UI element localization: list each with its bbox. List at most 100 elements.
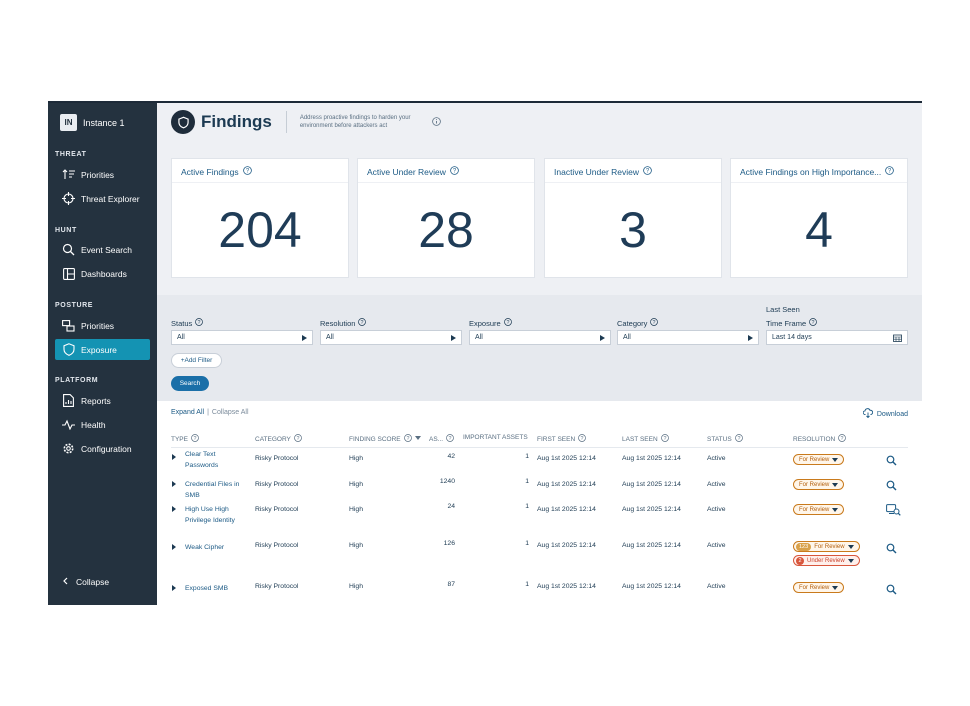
sidebar-item-exposure[interactable]: Exposure (55, 339, 150, 360)
pill-label: For Review (799, 584, 830, 591)
category-select[interactable]: All (617, 330, 759, 345)
time-frame-picker[interactable]: Last 14 days (766, 330, 908, 345)
expand-row-icon[interactable] (172, 454, 176, 460)
resolution-select[interactable]: All (320, 330, 462, 345)
identity-inspect-icon[interactable] (886, 503, 902, 516)
resolution-count-badge: 123 (796, 542, 812, 551)
resolution-dropdown[interactable]: 123 For Review (793, 541, 860, 552)
magnifier-icon[interactable] (886, 541, 899, 554)
info-icon[interactable] (432, 113, 441, 131)
card-inactive-under-review[interactable]: Inactive Under Review ? 3 (544, 158, 722, 278)
card-high-importance[interactable]: Active Findings on High Importance... ? … (730, 158, 908, 278)
sidebar-item-threat-explorer[interactable]: Threat Explorer (55, 188, 150, 209)
help-icon[interactable]: ? (191, 434, 199, 444)
resolution-dropdown[interactable]: For Review (793, 479, 845, 490)
help-icon[interactable]: ? (294, 434, 302, 444)
col-header-assets[interactable]: AS...? (429, 434, 454, 444)
resolution-dropdown[interactable]: For Review (793, 454, 845, 465)
instance-switcher[interactable]: IN Instance 1 (60, 114, 125, 131)
cell-status: Active (707, 481, 726, 488)
col-label: CATEGORY (255, 435, 291, 443)
help-icon[interactable]: ? (578, 434, 586, 444)
cell-category: Risky Protocol (255, 583, 299, 590)
card-active-under-review[interactable]: Active Under Review ? 28 (357, 158, 535, 278)
help-icon[interactable]: ? (809, 318, 817, 328)
help-icon[interactable]: ? (503, 318, 512, 328)
svg-text:?: ? (812, 320, 815, 326)
svg-text:?: ? (198, 320, 201, 326)
help-icon[interactable]: ? (446, 434, 454, 444)
caret-down-icon (847, 558, 854, 563)
card-active-findings[interactable]: Active Findings ? 204 (171, 158, 349, 278)
sort-priorities-icon (62, 168, 75, 181)
help-icon[interactable]: ? (403, 434, 412, 444)
sort-desc-icon[interactable] (414, 435, 421, 443)
instance-badge: IN (60, 114, 77, 131)
col-header-resolution[interactable]: RESOLUTION? (793, 434, 847, 444)
resolution-dropdown[interactable]: For Review (793, 504, 845, 515)
expand-row-icon[interactable] (172, 585, 176, 591)
status-select[interactable]: All (171, 330, 313, 345)
sidebar-item-health[interactable]: Health (55, 414, 150, 435)
magnifier-icon[interactable] (886, 453, 899, 466)
exposure-select[interactable]: All (469, 330, 611, 345)
sidebar-item-reports[interactable]: Reports (55, 390, 150, 411)
help-icon[interactable]: ? (195, 318, 204, 328)
cell-category: Risky Protocol (255, 506, 299, 513)
cell-type[interactable]: Exposed SMB (185, 585, 229, 592)
sidebar-item-configuration[interactable]: Configuration (55, 438, 150, 459)
sidebar-item-event-search[interactable]: Event Search (55, 239, 150, 260)
cell-type[interactable]: Credential Files in SMB (185, 481, 240, 497)
cell-score: High (349, 542, 363, 549)
resolution-dropdown[interactable]: For Review (793, 582, 845, 593)
help-icon[interactable]: ? (885, 166, 895, 177)
section-threat-title: THREAT (55, 151, 87, 158)
download-button[interactable]: Download (862, 408, 908, 420)
help-icon[interactable]: ? (734, 434, 743, 444)
cell-type[interactable]: High Use High Privilege Identity (185, 506, 235, 524)
help-icon[interactable]: ? (358, 318, 367, 328)
help-icon[interactable]: ? (650, 318, 659, 328)
collapse-sidebar-button[interactable]: Collapse (62, 577, 109, 587)
cell-type[interactable]: Clear Text Passwords (185, 451, 219, 469)
help-icon[interactable]: ? (643, 166, 652, 177)
col-header-last-seen[interactable]: LAST SEEN? (622, 434, 669, 444)
magnifier-icon[interactable] (886, 582, 899, 595)
col-header-finding-score[interactable]: FINDING SCORE? (349, 434, 421, 444)
help-icon[interactable]: ? (242, 166, 252, 177)
cell-type[interactable]: Weak Cipher (185, 544, 225, 551)
svg-text:?: ? (653, 320, 656, 326)
svg-text:?: ? (737, 436, 740, 442)
expand-all-link[interactable]: Expand All (171, 409, 205, 416)
caret-right-icon (451, 335, 456, 341)
sidebar-item-label: Threat Explorer (81, 193, 140, 204)
calendar-icon[interactable] (893, 334, 902, 344)
col-header-type[interactable]: TYPE? (171, 434, 199, 444)
expand-row-icon[interactable] (172, 481, 176, 487)
add-filter-button[interactable]: +Add Filter (171, 353, 222, 368)
sidebar-item-threat-priorities[interactable]: Priorities (55, 164, 150, 185)
sidebar-item-dashboards[interactable]: Dashboards (55, 263, 150, 284)
help-icon[interactable]: ? (838, 434, 847, 444)
resolution-dropdown-secondary[interactable]: 2 Under Review (793, 555, 860, 566)
col-header-category[interactable]: CATEGORY? (255, 434, 302, 444)
svg-text:?: ? (506, 320, 509, 326)
search-button[interactable]: Search (171, 376, 209, 391)
help-icon[interactable]: ? (660, 434, 669, 444)
svg-text:?: ? (194, 436, 197, 442)
card-title-text: Active Findings (181, 166, 239, 177)
filter-panel (157, 295, 922, 401)
page-title: Findings (201, 112, 272, 131)
help-icon[interactable]: ? (450, 166, 459, 177)
col-header-status[interactable]: STATUS? (707, 434, 743, 444)
collapse-all-link[interactable]: Collapse All (211, 409, 249, 416)
col-header-first-seen[interactable]: FIRST SEEN? (537, 434, 586, 444)
caret-down-icon (832, 457, 839, 462)
magnifier-icon[interactable] (886, 478, 899, 491)
sidebar-item-posture-priorities[interactable]: Priorities (55, 315, 150, 336)
expand-row-icon[interactable] (172, 506, 176, 512)
cell-assets: 87 (447, 581, 455, 588)
expand-row-icon[interactable] (172, 544, 176, 550)
app-window: IN Instance 1 THREAT Priorities Threat E… (48, 101, 922, 605)
col-header-important-assets[interactable]: IMPORTANT ASSETS (463, 434, 528, 441)
